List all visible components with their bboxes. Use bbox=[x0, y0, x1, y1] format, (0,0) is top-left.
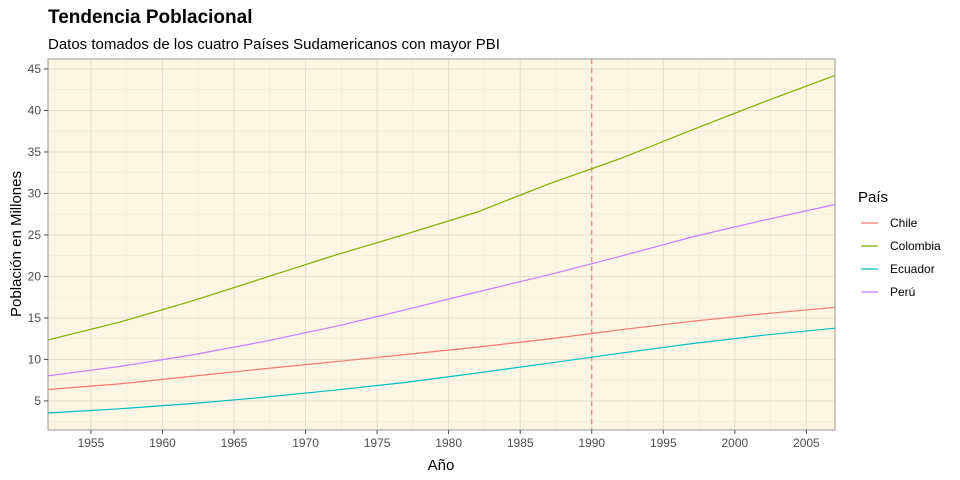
y-tick-label: 30 bbox=[28, 186, 42, 200]
y-tick-label: 5 bbox=[34, 394, 41, 408]
y-tick-label: 10 bbox=[28, 352, 42, 366]
x-tick-label: 1975 bbox=[364, 436, 391, 450]
legend-label-perú: Perú bbox=[890, 285, 915, 299]
plot-panel bbox=[48, 59, 835, 430]
x-axis-ticks: 1955 1960 1965 1970 1975 1980 1985 1990 1995 2000… bbox=[78, 430, 820, 450]
series-line-ecuador bbox=[47, 327, 836, 414]
y-tick-label: 20 bbox=[28, 269, 42, 283]
legend-title: País bbox=[858, 189, 888, 206]
grid-lines bbox=[48, 59, 835, 430]
x-tick-label: 1960 bbox=[149, 436, 176, 450]
y-tick-label: 35 bbox=[28, 145, 42, 159]
legend: País Chile Colombia Ecuador Perú bbox=[858, 189, 941, 299]
x-tick-label: 1985 bbox=[507, 436, 534, 450]
series-line-chile bbox=[47, 306, 836, 391]
x-tick-label: 2000 bbox=[721, 436, 748, 450]
x-tick-label: 1955 bbox=[78, 436, 105, 450]
x-axis-title: Año bbox=[428, 457, 455, 474]
x-tick-label: 1965 bbox=[221, 436, 248, 450]
series-line-colombia bbox=[47, 74, 836, 341]
x-tick-label: 1980 bbox=[435, 436, 462, 450]
chart-title: Tendencia Poblacional bbox=[48, 7, 252, 28]
y-axis-title: Población en Millones bbox=[8, 171, 25, 317]
x-tick-label: 1970 bbox=[292, 436, 319, 450]
y-axis-ticks: 5 10 15 20 25 30 35 40 45 bbox=[28, 62, 48, 408]
legend-label-ecuador: Ecuador bbox=[890, 262, 935, 276]
y-tick-label: 45 bbox=[28, 62, 42, 76]
y-tick-label: 40 bbox=[28, 103, 42, 117]
legend-label-chile: Chile bbox=[890, 216, 918, 230]
series-line-perú bbox=[47, 203, 836, 377]
y-tick-label: 15 bbox=[28, 311, 42, 325]
plot-border bbox=[47, 58, 836, 431]
series-lines bbox=[47, 74, 836, 414]
y-tick-label: 25 bbox=[28, 228, 42, 242]
x-tick-label: 2005 bbox=[793, 436, 820, 450]
x-tick-label: 1990 bbox=[578, 436, 605, 450]
chart-subtitle: Datos tomados de los cuatro Países Sudam… bbox=[48, 36, 500, 53]
legend-label-colombia: Colombia bbox=[890, 239, 941, 253]
x-tick-label: 1995 bbox=[650, 436, 677, 450]
